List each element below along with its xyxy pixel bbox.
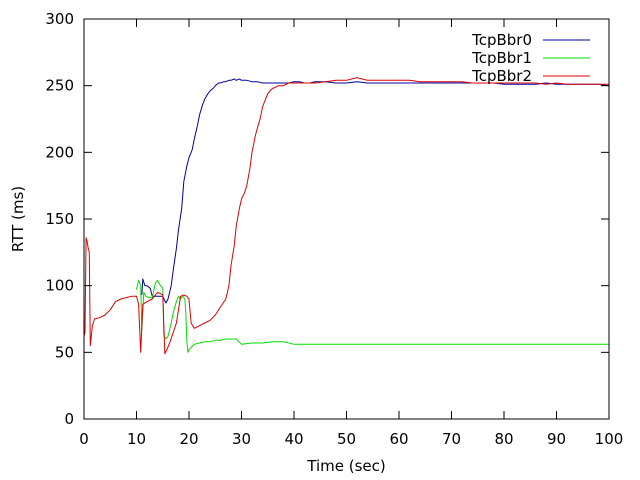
y-tick-label: 200: [45, 143, 74, 161]
plot-frame: [83, 18, 610, 420]
x-tick-label: 30: [232, 430, 251, 448]
x-tick-label: 60: [389, 430, 408, 448]
legend-label-tcpbbr2: TcpBbr2: [471, 67, 532, 85]
series-layer: [83, 77, 610, 355]
x-tick-label: 0: [79, 430, 89, 448]
x-tick-label: 50: [337, 430, 356, 448]
y-axis-label: RTT (ms): [9, 186, 27, 252]
y-tick-label: 100: [45, 277, 74, 295]
series-line-tcpbbr1: [136, 279, 609, 353]
x-tick-label: 70: [442, 430, 461, 448]
x-axis-label: Time (sec): [306, 457, 385, 475]
x-tick-label: 20: [179, 430, 198, 448]
y-tick-label: 0: [64, 410, 74, 428]
legend-label-tcpbbr0: TcpBbr0: [471, 31, 532, 49]
tick-layer: 0 10 20 30 40 50 60 70 80 90 100 0 50 100 150 200 250 300: [45, 10, 623, 448]
x-tick-label: 100: [595, 430, 624, 448]
x-tick-label: 40: [284, 430, 303, 448]
x-tick-label: 90: [547, 430, 566, 448]
series-line-tcpbbr2: [83, 77, 609, 355]
y-tick-label: 250: [45, 77, 74, 95]
legend-label-tcpbbr1: TcpBbr1: [471, 49, 532, 67]
x-tick-label: 10: [127, 430, 146, 448]
y-tick-label: 300: [45, 10, 74, 28]
x-tick-label: 80: [494, 430, 513, 448]
y-tick-label: 150: [45, 210, 74, 228]
y-tick-label: 50: [55, 343, 74, 361]
